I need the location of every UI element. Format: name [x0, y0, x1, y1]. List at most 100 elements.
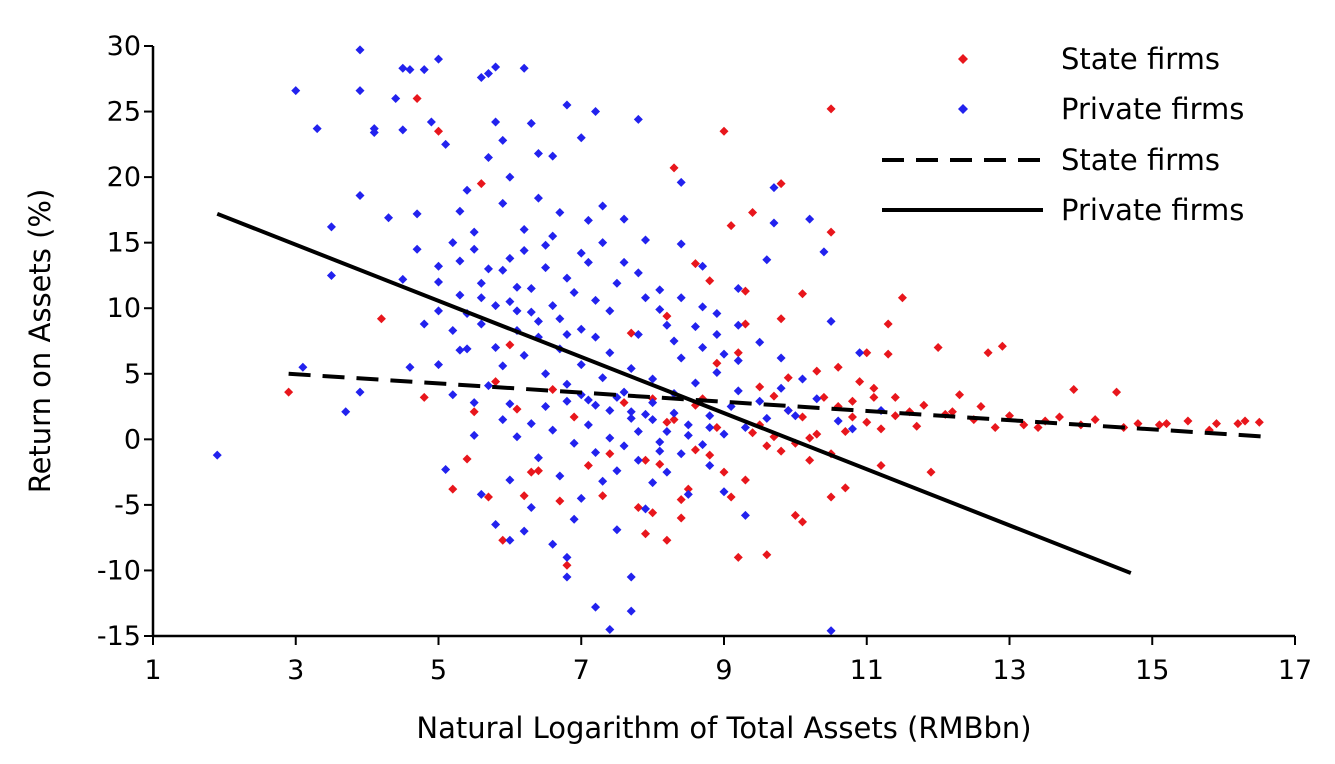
x-tick-label: 7: [573, 655, 590, 686]
state-firm-point: [805, 433, 815, 443]
private-firm-point: [712, 308, 722, 318]
private-firm-point: [498, 361, 508, 371]
state-firm-point: [562, 560, 572, 570]
private-firm-point: [655, 446, 665, 456]
state-firm-point: [1090, 415, 1100, 425]
state-firm-point: [926, 467, 936, 477]
state-firm-point: [740, 286, 750, 296]
private-firm-point: [505, 297, 515, 307]
state-firm-point: [412, 93, 422, 103]
private-firm-point: [533, 149, 543, 159]
private-firm-point: [648, 374, 658, 384]
state-firm-point: [876, 424, 886, 434]
private-firm-point: [591, 295, 601, 305]
private-firm-point: [341, 407, 351, 417]
state-firm-point: [1005, 411, 1014, 421]
private-firm-point: [676, 293, 686, 303]
private-firm-point: [591, 332, 601, 342]
state-firm-point: [862, 417, 872, 427]
private-firm-point: [391, 93, 401, 103]
state-firm-point: [869, 392, 879, 402]
private-firm-point: [355, 387, 365, 397]
legend-private-marker-swatch: [958, 104, 968, 114]
private-firm-point: [576, 360, 586, 370]
private-firm-point: [548, 539, 558, 549]
private-firm-point: [405, 65, 415, 75]
state-firm-point: [690, 445, 700, 455]
private-firm-point: [648, 415, 658, 425]
state-firm-point: [705, 276, 715, 286]
private-firm-point: [790, 411, 800, 421]
private-firm-point: [541, 369, 551, 379]
state-firm-point: [883, 349, 893, 359]
private-firm-point: [291, 86, 301, 96]
private-firm-point: [640, 293, 650, 303]
state-firm-point: [583, 461, 593, 471]
private-firm-point: [576, 493, 586, 503]
state-firm-point: [519, 491, 529, 501]
private-firm-point: [541, 240, 551, 250]
legend-state-line-label: State firms: [1061, 143, 1220, 177]
private-firm-point: [369, 128, 379, 138]
x-tick-label: 17: [1278, 655, 1312, 686]
legend-private-marker-label: Private firms: [1061, 92, 1244, 126]
state-firm-point: [505, 340, 515, 350]
state-firms-trend-line: [288, 371, 1267, 439]
state-firm-point: [855, 377, 865, 387]
private-firm-point: [491, 520, 501, 530]
state-firm-point: [955, 390, 965, 400]
private-firm-point: [762, 413, 772, 423]
y-tick-label: -5: [114, 490, 141, 521]
private-firm-point: [355, 45, 365, 55]
private-firm-point: [583, 420, 593, 430]
private-firm-point: [398, 274, 408, 284]
state-firm-point: [826, 227, 836, 237]
state-firm-point: [683, 484, 693, 494]
private-firm-point: [398, 125, 408, 135]
private-firm-point: [326, 270, 336, 280]
private-firm-point: [469, 430, 479, 440]
private-firm-point: [676, 449, 686, 459]
private-firm-point: [683, 430, 693, 440]
private-firm-point: [326, 222, 336, 232]
state-firm-point: [833, 362, 843, 372]
private-firm-point: [633, 426, 643, 436]
private-firm-point: [683, 489, 693, 499]
state-firm-point: [690, 259, 700, 269]
private-firm-point: [640, 409, 650, 419]
private-firm-point: [705, 461, 715, 471]
private-firm-point: [541, 263, 551, 273]
private-firm-point: [548, 301, 558, 311]
private-firm-point: [526, 419, 536, 429]
private-firm-point: [541, 402, 551, 412]
y-tick-label: 20: [107, 162, 141, 193]
x-tick-label: 15: [1135, 655, 1169, 686]
state-firm-point: [1233, 419, 1243, 429]
private-firm-point: [733, 386, 743, 396]
private-firm-point: [455, 345, 465, 355]
state-firm-point: [776, 314, 786, 324]
state-firm-point: [712, 423, 722, 433]
private-firm-point: [562, 379, 572, 389]
state-firm-point: [1162, 419, 1172, 429]
private-firm-point: [591, 447, 601, 457]
state-firm-point: [598, 491, 608, 501]
private-firm-point: [455, 256, 465, 266]
private-firm-point: [526, 503, 536, 513]
private-firm-point: [826, 316, 836, 326]
private-firm-point: [626, 407, 636, 417]
private-firm-point: [855, 348, 865, 358]
private-firm-point: [426, 117, 436, 127]
private-firm-point: [798, 374, 808, 384]
state-firm-point: [798, 412, 808, 422]
private-firm-point: [583, 395, 593, 405]
state-firm-point: [512, 404, 522, 414]
legend-state-marker-swatch: [958, 54, 968, 64]
private-firm-point: [633, 114, 643, 124]
state-firm-point: [491, 377, 501, 387]
private-firm-point: [555, 471, 565, 481]
private-firm-point: [412, 209, 422, 219]
private-firm-point: [698, 302, 708, 312]
y-tick-label: 30: [107, 31, 141, 62]
